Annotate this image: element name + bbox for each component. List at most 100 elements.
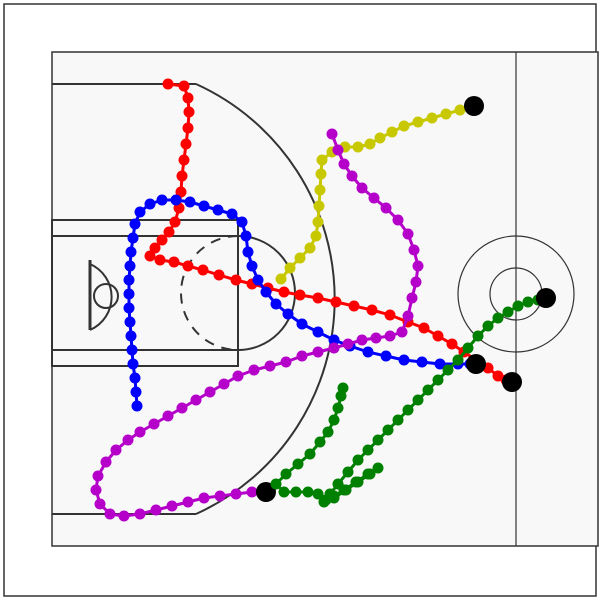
track-dot-olive xyxy=(426,112,438,124)
track-dot-blue xyxy=(127,232,139,244)
track-dot-blue xyxy=(282,308,294,320)
track-dot-green xyxy=(462,342,474,354)
track-dot-green xyxy=(322,426,334,438)
track-dot-blue xyxy=(416,356,428,368)
track-dot-red xyxy=(176,170,188,182)
track-dot-olive xyxy=(454,104,466,116)
track-dot-magenta xyxy=(342,338,354,350)
track-dot-magenta xyxy=(198,492,210,504)
end-marker-red xyxy=(502,372,522,392)
track-dot-green xyxy=(502,306,514,318)
track-dot-red xyxy=(156,234,168,246)
track-dot-green xyxy=(362,468,374,480)
track-dot-magenta xyxy=(264,360,276,372)
track-dot-green xyxy=(312,488,324,500)
track-dot-blue xyxy=(130,386,142,398)
track-dot-magenta xyxy=(118,510,130,522)
track-dot-magenta xyxy=(204,386,216,398)
track-dot-green xyxy=(392,414,404,426)
track-dot-blue xyxy=(270,298,282,310)
track-dot-red xyxy=(230,274,242,286)
track-dot-magenta xyxy=(410,276,422,288)
track-dot-magenta xyxy=(90,484,102,496)
track-dot-red xyxy=(384,309,396,321)
center-circle-outer xyxy=(457,235,575,353)
track-dot-red xyxy=(178,80,190,92)
track-dot-magenta xyxy=(230,488,242,500)
track-dot-green xyxy=(352,454,364,466)
track-dot-blue xyxy=(134,206,146,218)
track-dot-blue xyxy=(198,200,210,212)
track-dot-green xyxy=(270,478,282,490)
rim xyxy=(93,283,119,309)
end-marker-blue xyxy=(466,354,486,374)
track-dot-red xyxy=(180,138,192,150)
track-dot-blue xyxy=(127,358,139,370)
track-dot-olive xyxy=(312,216,324,228)
track-dot-blue xyxy=(226,208,238,220)
track-dot-magenta xyxy=(384,330,396,342)
track-dot-magenta xyxy=(332,144,344,156)
track-dot-magenta xyxy=(246,486,258,498)
track-dot-green xyxy=(512,300,524,312)
track-dot-magenta xyxy=(134,508,146,520)
track-dot-blue xyxy=(398,354,410,366)
track-dot-olive xyxy=(313,200,325,212)
track-dot-magenta xyxy=(338,158,350,170)
track-dot-red xyxy=(446,338,458,350)
track-dot-red xyxy=(162,78,174,90)
track-dot-magenta xyxy=(248,364,260,376)
track-dot-green xyxy=(304,448,316,460)
track-dot-red xyxy=(182,122,194,134)
track-dot-blue xyxy=(124,260,136,272)
end-marker-green xyxy=(536,288,556,308)
track-dot-magenta xyxy=(182,496,194,508)
track-dot-red xyxy=(294,289,306,301)
track-dot-magenta xyxy=(396,326,408,338)
track-dot-green xyxy=(302,486,314,498)
track-dot-blue xyxy=(236,216,248,228)
track-dot-green xyxy=(382,424,394,436)
track-dot-magenta xyxy=(312,346,324,358)
track-dot-blue xyxy=(212,204,224,216)
track-dot-olive xyxy=(284,262,296,274)
track-blue xyxy=(123,194,486,412)
track-dot-magenta xyxy=(150,504,162,516)
track-dot-blue xyxy=(434,358,446,370)
track-dot-blue xyxy=(129,218,141,230)
track-dot-green xyxy=(522,296,534,308)
track-dot-magenta xyxy=(356,334,368,346)
track-dot-magenta xyxy=(162,410,174,422)
track-dot-magenta xyxy=(176,402,188,414)
end-marker-olive xyxy=(464,96,484,116)
track-dot-magenta xyxy=(94,498,106,510)
track-dot-green xyxy=(280,468,292,480)
track-dot-olive xyxy=(374,132,386,144)
track-dot-blue xyxy=(252,274,264,286)
track-dot-blue xyxy=(380,350,392,362)
track-dot-green xyxy=(292,458,304,470)
track-dot-red xyxy=(163,226,175,238)
track-green xyxy=(270,288,556,508)
track-dot-blue xyxy=(362,346,374,358)
track-dot-red xyxy=(330,296,342,308)
track-dot-blue xyxy=(125,330,137,342)
track-dot-green xyxy=(314,436,326,448)
track-dot-olive xyxy=(275,273,287,285)
track-dot-olive xyxy=(310,230,322,242)
track-dot-blue xyxy=(123,302,135,314)
track-dot-magenta xyxy=(92,470,104,482)
track-dot-magenta xyxy=(110,444,122,456)
track-dot-magenta xyxy=(148,418,160,430)
track-dot-red xyxy=(182,92,194,104)
track-dot-magenta xyxy=(214,490,226,502)
track-dot-magenta xyxy=(368,192,380,204)
track-dot-magenta xyxy=(166,500,178,512)
track-dot-olive xyxy=(386,126,398,138)
track-dot-green xyxy=(452,354,464,366)
track-dot-blue xyxy=(296,318,308,330)
track-dot-magenta xyxy=(326,128,338,140)
track-dot-blue xyxy=(312,326,324,338)
track-dot-green xyxy=(482,320,494,332)
